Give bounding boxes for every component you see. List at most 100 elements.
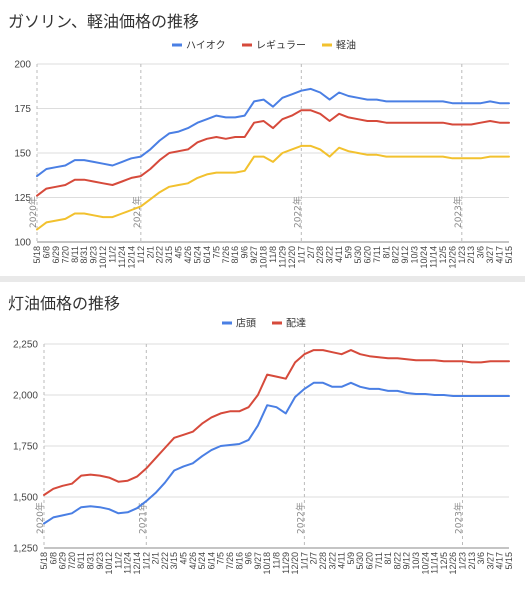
x-tick-label: 8/31 <box>86 552 96 570</box>
x-tick-label: 11/8 <box>268 246 278 263</box>
x-tick-label: 6/8 <box>41 246 51 259</box>
x-tick-label: 5/24 <box>192 246 202 264</box>
x-tick-label: 7/26 <box>221 246 231 264</box>
year-marker-label: 2020年 <box>27 196 39 228</box>
x-tick-label: 6/14 <box>206 552 216 570</box>
x-tick-label: 1/17 <box>299 552 309 570</box>
x-tick-label: 9/27 <box>253 552 263 570</box>
x-tick-label: 12/5 <box>438 246 448 264</box>
y-tick-label: 1,500 <box>13 493 38 504</box>
x-tick-label: 8/16 <box>234 552 244 570</box>
x-tick-label: 9/23 <box>89 246 99 264</box>
x-tick-label: 11/24 <box>123 552 133 574</box>
x-tick-label: 9/27 <box>249 246 259 264</box>
x-tick-label: 12/26 <box>447 246 457 269</box>
legend-label: レギュラー <box>256 40 306 52</box>
x-tick-label: 3/27 <box>485 246 495 264</box>
kerosene-chart-panel: 灯油価格の推移 店頭 配達 1,250 1,500 1,750 2,000 2,250 202… <box>0 282 525 600</box>
x-tick-label: 4/11 <box>337 552 347 569</box>
x-tick-label: 5/30 <box>353 246 363 264</box>
x-tick-label: 7/11 <box>374 552 384 569</box>
x-tick-label: 12/20 <box>290 552 300 575</box>
year-marker-label: 2023年 <box>452 196 464 228</box>
panel-divider <box>0 276 525 282</box>
x-tick-label: 1/23 <box>458 552 468 570</box>
x-tick-label: 10/18 <box>262 552 272 575</box>
x-tick-label: 4/5 <box>179 552 189 565</box>
x-tick-label: 3/6 <box>476 552 486 565</box>
y-tick-label: 175 <box>14 104 31 115</box>
x-tick-label: 2/28 <box>315 246 325 264</box>
x-tick-label: 5/18 <box>32 246 42 264</box>
y-tick-label: 150 <box>14 149 31 160</box>
x-tick-label: 12/14 <box>132 552 142 575</box>
x-tick-label: 2/13 <box>467 552 477 570</box>
x-tick-label: 5/15 <box>504 246 514 264</box>
x-tick-label: 7/5 <box>211 246 221 259</box>
year-marker-label: 2021年 <box>131 196 143 228</box>
x-tick-label: 8/1 <box>383 552 393 565</box>
chart-title: 灯油価格の推移 <box>8 294 121 313</box>
x-tick-label: 6/29 <box>51 246 61 264</box>
x-tick-label: 7/11 <box>372 246 382 263</box>
series-line <box>36 109 510 197</box>
x-tick-label: 9/6 <box>240 246 250 259</box>
gasoline-chart: ハイオク レギュラー 軽油 100 125 150 175 200 2020年 2021年 2022… <box>14 39 514 269</box>
x-tick-label: 6/20 <box>362 246 372 264</box>
legend-label: 配達 <box>286 318 306 330</box>
x-tick-label: 5/30 <box>355 552 365 570</box>
x-tick-label: 4/5 <box>174 246 184 259</box>
x-tick-label: 12/5 <box>439 552 449 570</box>
x-tick-label: 10/12 <box>98 246 108 269</box>
x-tick-label: 5/9 <box>344 246 354 259</box>
x-tick-label: 7/5 <box>216 552 226 565</box>
x-tick-label: 3/15 <box>164 246 174 264</box>
x-tick-label: 5/9 <box>346 552 356 565</box>
series-line <box>43 381 510 525</box>
x-tick-label: 4/26 <box>188 552 198 570</box>
series-line <box>36 144 510 231</box>
x-tick-label: 1/12 <box>141 552 151 570</box>
x-tick-label: 5/24 <box>197 552 207 570</box>
x-tick-label: 2/22 <box>155 246 165 264</box>
x-tick-label: 10/3 <box>411 552 421 570</box>
year-marker-label: 2023年 <box>453 502 465 534</box>
x-tick-label: 8/11 <box>76 552 86 569</box>
y-tick-label: 1,750 <box>13 442 38 453</box>
legend-label: 軽油 <box>336 39 356 52</box>
year-marker-label: 2020年 <box>34 502 46 534</box>
x-tick-label: 3/15 <box>169 552 179 570</box>
x-tick-label: 6/20 <box>365 552 375 570</box>
x-tick-label: 7/20 <box>67 552 77 570</box>
y-tick-label: 100 <box>14 238 31 249</box>
legend-label: ハイオク <box>186 40 226 52</box>
x-tick-label: 3/22 <box>327 552 337 570</box>
x-tick-label: 10/3 <box>410 246 420 264</box>
kerosene-chart: 店頭 配達 1,250 1,500 1,750 2,000 2,250 2020年 2021年 2… <box>13 317 514 575</box>
x-tick-label: 4/17 <box>495 552 505 570</box>
x-tick-label: 4/11 <box>334 246 344 263</box>
x-tick-label: 11/14 <box>430 552 440 574</box>
x-tick-label: 2/13 <box>466 246 476 264</box>
x-tick-label: 8/31 <box>79 246 89 264</box>
chart-title: ガソリン、軽油価格の推移 <box>8 12 200 31</box>
x-tick-label: 12/14 <box>126 246 136 269</box>
x-tick-label: 5/15 <box>504 552 514 570</box>
x-tick-label: 11/8 <box>272 552 282 569</box>
x-tick-label: 6/8 <box>48 552 58 565</box>
x-tick-label: 11/2 <box>108 246 118 263</box>
year-marker-label: 2022年 <box>291 196 303 228</box>
x-tick-label: 11/14 <box>428 246 438 268</box>
x-tick-label: 1/17 <box>296 246 306 264</box>
y-tick-label: 2,000 <box>13 391 38 402</box>
x-tick-label: 10/12 <box>104 552 114 575</box>
x-tick-label: 9/6 <box>244 552 254 565</box>
x-tick-label: 8/22 <box>392 552 402 570</box>
year-marker-label: 2022年 <box>294 502 306 534</box>
x-tick-label: 2/7 <box>306 246 316 259</box>
x-tick-label: 10/24 <box>419 246 429 269</box>
x-tick-label: 12/20 <box>287 246 297 269</box>
x-tick-label: 8/22 <box>391 246 401 264</box>
x-tick-label: 11/2 <box>113 552 123 569</box>
x-tick-label: 2/1 <box>151 552 161 565</box>
